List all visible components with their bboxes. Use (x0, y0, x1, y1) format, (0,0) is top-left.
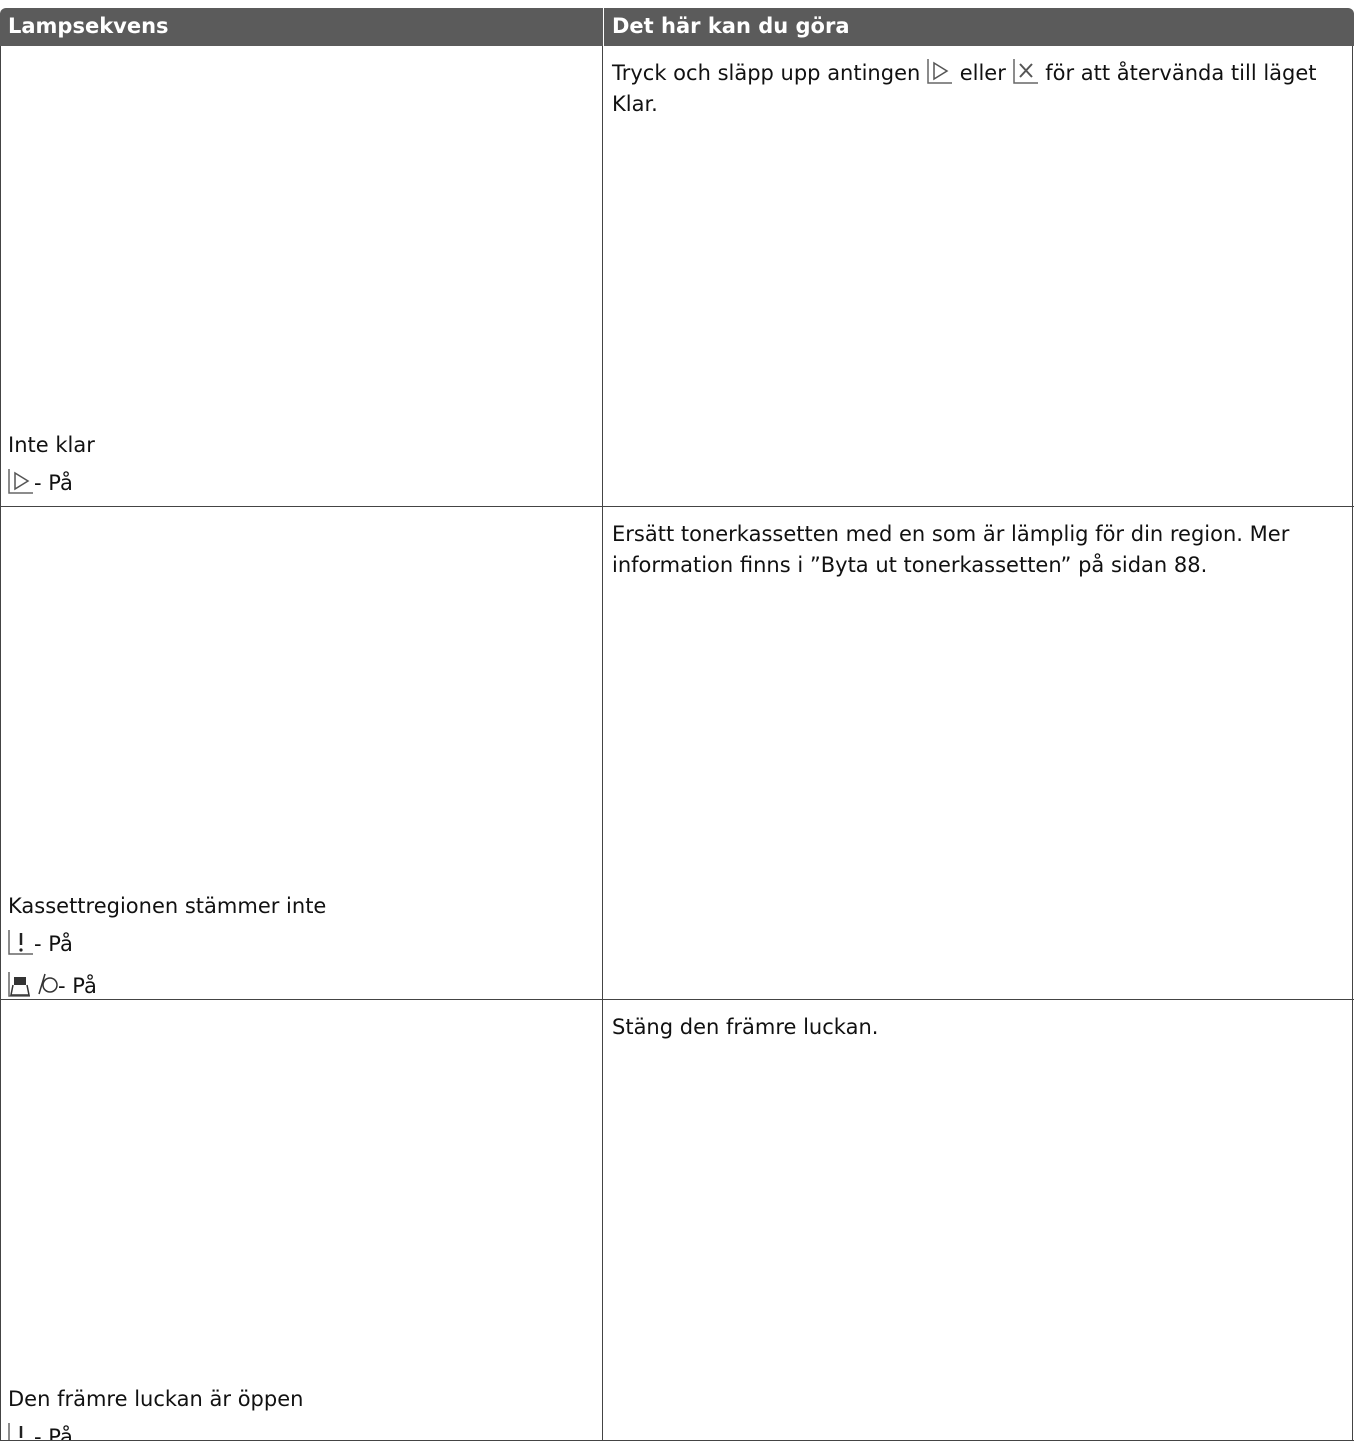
text: - På (34, 471, 73, 495)
light-state: - På (8, 468, 73, 499)
row-border (0, 506, 1354, 507)
status: Inte klar (8, 433, 95, 457)
text: - På (58, 974, 97, 998)
header-cell: Det här kan du göra (603, 8, 1354, 46)
warn-icon (8, 930, 33, 955)
border (1352, 46, 1353, 1441)
text: Ersätt tonerkassetten med en som är lämp… (612, 522, 1290, 577)
action: Tryck och släpp upp antingen eller för a… (612, 58, 1346, 120)
light-state: - På (8, 971, 97, 1002)
text: - På (34, 932, 73, 956)
border (602, 46, 603, 1441)
toner-icon (8, 972, 58, 997)
action: Stäng den främre luckan. (612, 1012, 1346, 1043)
text: Tryck och släpp upp antingen (612, 61, 921, 85)
text: - På (34, 1425, 73, 1441)
status: Kassettregionen stämmer inte (8, 894, 327, 918)
action: Ersätt tonerkassetten med en som är lämp… (612, 519, 1346, 581)
text: eller (959, 61, 1006, 85)
text: för att återvända till läget Klar. (612, 61, 1317, 116)
light-state: - På (8, 1422, 73, 1441)
status: Den främre luckan är öppen (8, 1387, 304, 1411)
header-cell: Lampsekvens (0, 8, 603, 46)
play-icon (927, 59, 952, 84)
play-icon (8, 469, 33, 494)
warn-icon (8, 1423, 23, 1441)
stop-icon (1012, 59, 1038, 84)
text: Stäng den främre luckan. (612, 1015, 879, 1039)
border (0, 46, 1, 1441)
light-state: - På (8, 929, 73, 960)
row-border (0, 999, 1354, 1000)
